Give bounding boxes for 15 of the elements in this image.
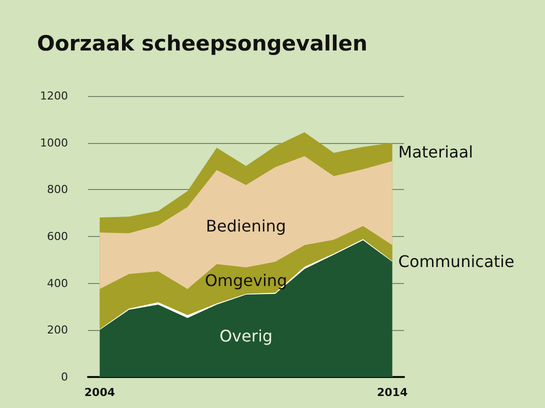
series-label: Materiaal	[398, 142, 474, 162]
series-label: Bediening	[206, 216, 286, 236]
series-label: Communicatie	[398, 252, 514, 271]
y-tick-label: 1200	[40, 90, 68, 102]
y-tick-label: 800	[47, 183, 68, 196]
y-tick-label: 0	[61, 370, 68, 384]
y-tick-label: 200	[47, 324, 68, 337]
y-tick-label: 600	[47, 230, 68, 243]
x-tick-label: 2014	[376, 386, 408, 399]
y-tick-label: 1000	[40, 136, 68, 150]
x-tick-label: 2004	[84, 386, 116, 399]
series-label: Omgeving	[204, 271, 288, 290]
chart-title: Oorzaak scheepsongevallen	[37, 32, 368, 56]
y-tick-label: 400	[47, 276, 68, 290]
series-label: Overig	[219, 326, 273, 346]
